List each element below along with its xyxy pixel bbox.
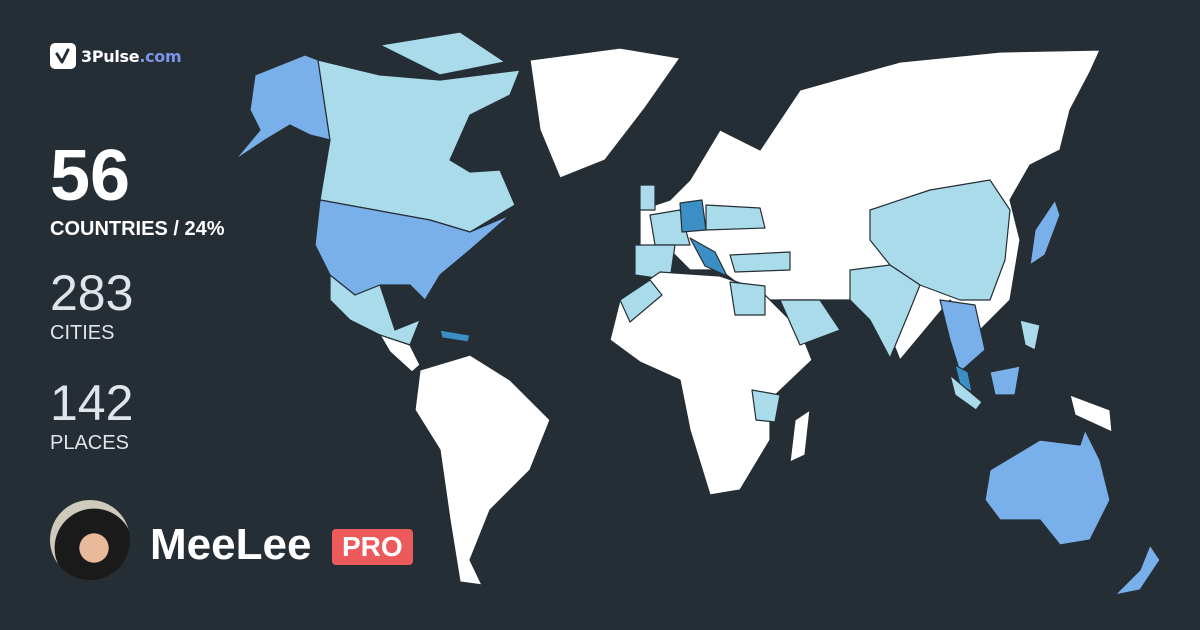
caribbean bbox=[439, 329, 471, 343]
brand-logo[interactable]: 3Pulse.com bbox=[50, 43, 182, 69]
uk bbox=[639, 184, 656, 211]
countries-label: COUNTRIES / 24% bbox=[50, 218, 225, 240]
arctic-islands bbox=[379, 31, 506, 76]
morocco bbox=[619, 279, 663, 323]
southeast-asia bbox=[939, 299, 986, 373]
india bbox=[849, 264, 921, 359]
cities-count: 283 bbox=[50, 265, 134, 321]
alaska bbox=[234, 54, 331, 161]
central-america bbox=[379, 334, 421, 373]
pro-badge: PRO bbox=[332, 529, 413, 565]
south-america bbox=[414, 354, 551, 586]
cities-stat: 283 CITIES bbox=[50, 268, 133, 345]
username: MeeLee bbox=[150, 520, 312, 569]
italy bbox=[689, 237, 728, 277]
egypt bbox=[729, 281, 766, 316]
central-europe bbox=[705, 204, 766, 231]
brand-name: 3Pulse.com bbox=[81, 46, 182, 66]
france bbox=[649, 209, 691, 246]
cities-label: CITIES bbox=[50, 322, 115, 344]
new-zealand bbox=[1114, 544, 1161, 596]
china bbox=[869, 179, 1011, 301]
avatar[interactable] bbox=[50, 500, 130, 580]
japan bbox=[1029, 199, 1061, 266]
new-guinea bbox=[1069, 394, 1113, 433]
philippines bbox=[1019, 319, 1041, 351]
madagascar bbox=[789, 409, 811, 463]
places-label: PLACES bbox=[50, 432, 129, 454]
countries-stat: 56 COUNTRIES / 24% bbox=[50, 140, 224, 241]
sumatra bbox=[949, 374, 983, 411]
mexico bbox=[329, 274, 421, 346]
greenland bbox=[529, 47, 681, 179]
malaysia bbox=[954, 364, 973, 393]
pulse-check-icon bbox=[50, 43, 76, 69]
turkey bbox=[729, 251, 791, 273]
borneo bbox=[989, 365, 1021, 396]
germany bbox=[679, 199, 707, 233]
tanzania bbox=[751, 389, 781, 423]
australia bbox=[984, 429, 1111, 546]
countries-count: 56 bbox=[50, 136, 131, 216]
africa bbox=[609, 271, 813, 496]
saudi-arabia bbox=[779, 299, 841, 346]
places-count: 142 bbox=[50, 375, 134, 431]
places-stat: 142 PLACES bbox=[50, 378, 133, 455]
